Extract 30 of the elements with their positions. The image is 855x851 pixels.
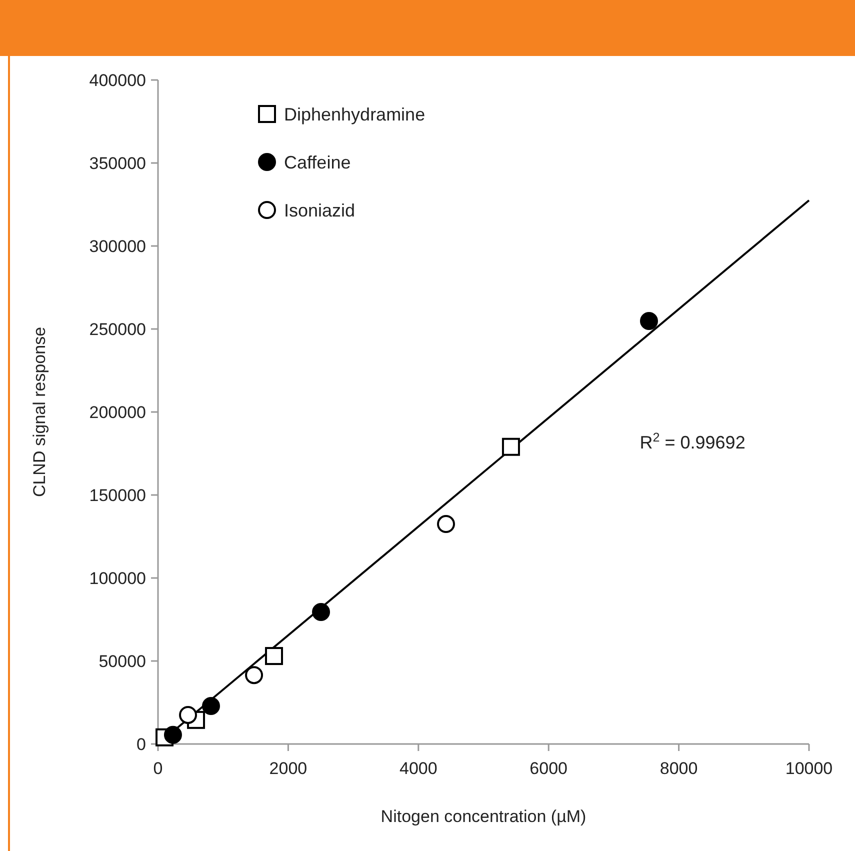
y-axis-title: CLND signal response bbox=[30, 326, 49, 498]
y-tick-label: 300000 bbox=[89, 236, 146, 256]
point bbox=[164, 726, 182, 744]
point bbox=[179, 706, 198, 724]
point bbox=[312, 603, 330, 622]
point bbox=[437, 515, 455, 534]
x-tick-label: 2000 bbox=[269, 759, 308, 778]
x-tick-label: 4000 bbox=[399, 759, 438, 778]
y-tick-label: 150000 bbox=[89, 486, 146, 505]
y-tick-label: 50000 bbox=[98, 652, 146, 671]
x-tick-label: 10000 bbox=[785, 759, 833, 778]
point bbox=[502, 438, 520, 456]
annotation: R$^{2}$ = 0.99692 bbox=[640, 430, 746, 453]
legend-label: Caffeine bbox=[284, 152, 351, 172]
y-tick-label: 200000 bbox=[89, 402, 146, 422]
legend-label: Diphenhydramine bbox=[284, 104, 426, 124]
x-tick-label: 0 bbox=[153, 759, 163, 778]
y-tick-label: 100000 bbox=[89, 568, 146, 588]
point bbox=[245, 666, 264, 684]
y-tick-label: 400000 bbox=[89, 70, 146, 90]
point bbox=[640, 312, 658, 330]
legend-label: Isoniazid bbox=[284, 200, 356, 220]
y-tick-label: 250000 bbox=[89, 320, 146, 339]
y-tick-label: 0 bbox=[136, 734, 146, 754]
point bbox=[265, 647, 284, 666]
x-axis-title: Nitogen concentration (µM) bbox=[380, 807, 586, 826]
point bbox=[202, 696, 220, 715]
x-tick-label: 6000 bbox=[530, 759, 568, 778]
y-tick-label: 350000 bbox=[89, 154, 146, 173]
x-tick-label: 8000 bbox=[660, 759, 698, 778]
